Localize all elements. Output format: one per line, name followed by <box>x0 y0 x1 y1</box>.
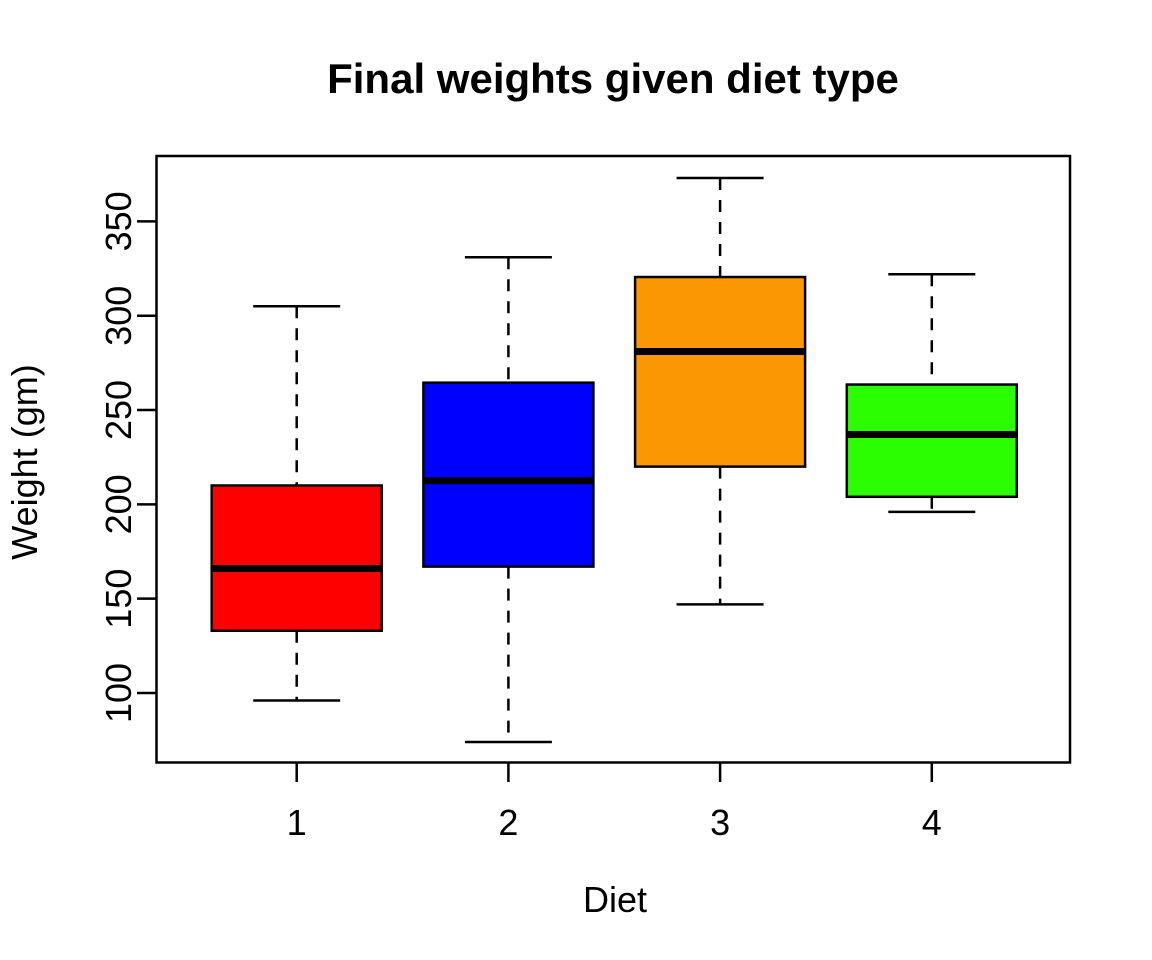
plot-frame <box>155 154 1072 764</box>
y-axis-label: Weight (gm) <box>4 364 45 559</box>
x-tick-label-1: 1 <box>287 802 307 843</box>
x-tick-label-3: 3 <box>710 802 730 843</box>
chart-title: Final weights given diet type <box>327 55 899 102</box>
y-tick-label-100: 100 <box>98 663 139 723</box>
y-tick-label-350: 350 <box>98 191 139 251</box>
y-tick-label-150: 150 <box>98 569 139 629</box>
box-diet-1 <box>210 484 383 632</box>
y-tick-label-200: 200 <box>98 474 139 534</box>
plot-area: 100 150 200 250 300 350 1 2 3 4 <box>98 154 1072 843</box>
box-diet-2 <box>422 381 595 568</box>
box-diet-3 <box>633 275 807 468</box>
x-tick-label-4: 4 <box>922 802 942 843</box>
x-tick-label-2: 2 <box>498 802 518 843</box>
box-diet-4 <box>845 383 1019 499</box>
y-tick-label-250: 250 <box>98 380 139 440</box>
y-tick-label-300: 300 <box>98 286 139 346</box>
x-axis-label: Diet <box>583 879 647 920</box>
